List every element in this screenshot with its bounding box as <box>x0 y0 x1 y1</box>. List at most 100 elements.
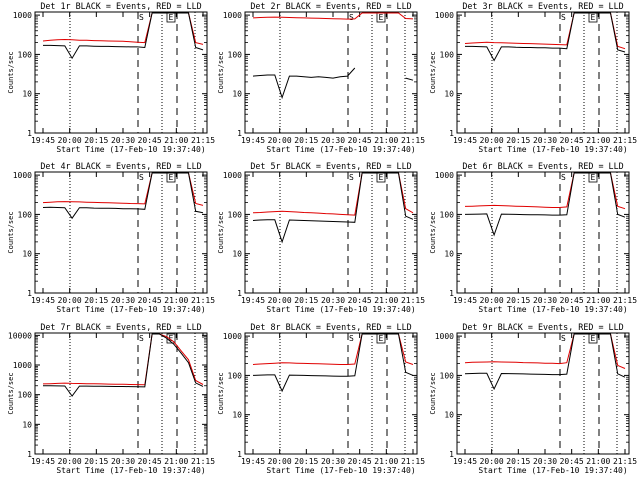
series-lld-red <box>42 172 204 206</box>
marker-E: E <box>169 173 174 182</box>
x-axis-label: Start Time (17-Feb-10 19:37:40) <box>478 145 627 154</box>
y-axis-label: Counts/sec <box>7 211 15 253</box>
y-tick-label: 1 <box>449 289 454 298</box>
plot-det-8: Det 8r BLACK = Events, RED = LLD 1 10 100 10… <box>217 322 425 475</box>
plot-title: Det 2r BLACK = Events, RED = LLD <box>250 1 411 11</box>
y-tick-label: 10 <box>232 90 242 99</box>
x-tick-label: 21:15 <box>401 296 425 305</box>
x-tick-label: 21:15 <box>401 457 425 466</box>
x-tick-label: 21:00 <box>374 296 398 305</box>
x-tick-label: 20:15 <box>506 457 530 466</box>
x-tick-label: 20:15 <box>84 457 108 466</box>
x-tick-label: 19:45 <box>31 136 55 145</box>
y-tick-label: 10 <box>232 411 242 420</box>
x-tick-label: 21:00 <box>164 136 188 145</box>
x-tick-label: 20:30 <box>321 136 345 145</box>
y-axis-label: Counts/sec <box>7 51 15 93</box>
series-events-black <box>252 172 414 244</box>
y-tick-label: 100 <box>228 50 243 59</box>
marker-S: S <box>561 173 566 182</box>
x-tick-label: 20:00 <box>480 296 504 305</box>
x-tick-label: 21:00 <box>586 136 610 145</box>
y-axis-label: Counts/sec <box>429 372 437 414</box>
x-tick-label: 20:45 <box>348 457 372 466</box>
y-axis-label: Counts/sec <box>217 51 225 93</box>
x-tick-label: 20:15 <box>84 136 108 145</box>
y-tick-label: 10 <box>22 250 32 259</box>
plot-det-9: Det 9r BLACK = Events, RED = LLD 1 10 100 10… <box>429 322 637 475</box>
y-tick-label: 100 <box>18 210 33 219</box>
plot-title: Det 4r BLACK = Events, RED = LLD <box>40 161 201 171</box>
marker-S: S <box>349 173 354 182</box>
plot-det-5: Det 5r BLACK = Events, RED = LLD 1 10 100 10… <box>217 161 425 314</box>
plot-frame <box>34 171 208 294</box>
marker-S: S <box>561 334 566 343</box>
y-tick-label: 1000 <box>223 11 242 20</box>
plot-frame <box>456 332 630 455</box>
marker-S: S <box>139 334 144 343</box>
x-tick-label: 20:30 <box>111 457 135 466</box>
x-tick-label: 20:15 <box>506 136 530 145</box>
x-tick-label: 21:15 <box>191 136 215 145</box>
y-tick-label: 10 <box>22 90 32 99</box>
x-axis-label: Start Time (17-Feb-10 19:37:40) <box>478 466 627 475</box>
marker-S: S <box>139 173 144 182</box>
marker-S: S <box>349 13 354 22</box>
x-tick-label: 20:45 <box>560 296 584 305</box>
marker-E: E <box>379 13 384 22</box>
x-axis-label: Start Time (17-Feb-10 19:37:40) <box>266 145 415 154</box>
x-axis-label: Start Time (17-Feb-10 19:37:40) <box>266 466 415 475</box>
x-tick-label: 21:00 <box>586 457 610 466</box>
y-tick-label: 100 <box>440 50 455 59</box>
marker-S: S <box>139 13 144 22</box>
x-tick-label: 19:45 <box>241 457 265 466</box>
y-tick-label: 1000 <box>13 171 32 180</box>
x-tick-label: 19:45 <box>31 296 55 305</box>
y-tick-label: 100 <box>18 50 33 59</box>
x-tick-label: 21:15 <box>191 296 215 305</box>
x-tick-label: 20:45 <box>348 136 372 145</box>
y-tick-label: 1 <box>449 450 454 459</box>
y-tick-label: 1 <box>27 450 32 459</box>
y-axis-label: Counts/sec <box>217 211 225 253</box>
y-axis-label: Counts/sec <box>429 51 437 93</box>
x-tick-label: 21:15 <box>613 457 637 466</box>
x-tick-label: 20:30 <box>533 136 557 145</box>
plot-frame <box>34 332 208 455</box>
plot-frame <box>244 11 418 134</box>
x-tick-label: 20:15 <box>84 296 108 305</box>
x-tick-label: 21:00 <box>164 296 188 305</box>
plot-title: Det 1r BLACK = Events, RED = LLD <box>40 1 201 11</box>
x-tick-label: 20:00 <box>58 296 82 305</box>
x-tick-label: 20:30 <box>111 136 135 145</box>
y-tick-label: 1 <box>237 450 242 459</box>
x-tick-label: 20:30 <box>533 457 557 466</box>
x-tick-label: 19:45 <box>241 136 265 145</box>
x-tick-label: 20:30 <box>321 457 345 466</box>
y-axis-label: Counts/sec <box>217 372 225 414</box>
series-events-black <box>43 333 204 397</box>
plot-det-4: Det 4r BLACK = Events, RED = LLD 1 10 100 10… <box>7 161 215 314</box>
y-tick-label: 1000 <box>223 171 242 180</box>
marker-E: E <box>169 334 174 343</box>
plot-frame <box>456 171 630 294</box>
x-tick-label: 21:15 <box>401 136 425 145</box>
x-tick-label: 20:15 <box>294 457 318 466</box>
y-axis-label: Counts/sec <box>7 372 15 414</box>
plot-title: Det 8r BLACK = Events, RED = LLD <box>250 322 411 332</box>
x-tick-label: 20:00 <box>268 457 292 466</box>
marker-E: E <box>591 13 596 22</box>
x-axis-label: Start Time (17-Feb-10 19:37:40) <box>478 305 627 314</box>
series-lld-red <box>464 333 626 369</box>
series-events-black <box>252 333 414 393</box>
x-tick-label: 20:45 <box>138 296 162 305</box>
y-tick-label: 10 <box>232 250 242 259</box>
y-tick-label: 100 <box>18 391 33 400</box>
plot-frame <box>34 11 208 134</box>
plot-title: Det 9r BLACK = Events, RED = LLD <box>462 322 623 332</box>
x-tick-label: 19:45 <box>453 296 477 305</box>
x-tick-label: 21:00 <box>374 457 398 466</box>
series-lld-red <box>252 172 414 216</box>
y-tick-label: 10 <box>444 411 454 420</box>
x-tick-label: 21:15 <box>613 296 637 305</box>
